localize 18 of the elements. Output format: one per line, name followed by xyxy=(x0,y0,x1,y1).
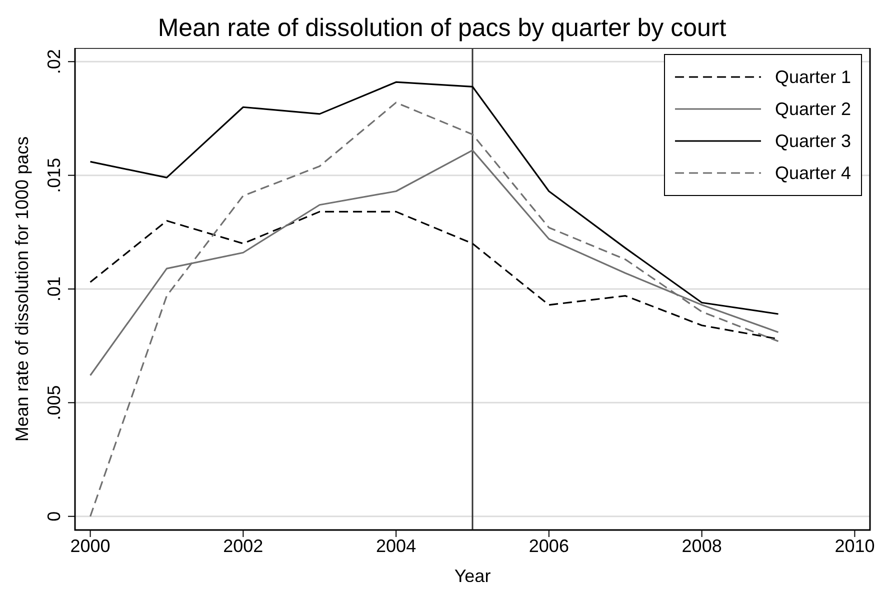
x-tick-label: 2006 xyxy=(528,536,569,556)
y-tick-label: .005 xyxy=(44,385,64,420)
y-axis-title: Mean rate of dissolution for 1000 pacs xyxy=(12,136,32,442)
y-tick-label: .02 xyxy=(44,49,64,74)
legend-label: Quarter 4 xyxy=(774,162,851,184)
x-tick-label: 2004 xyxy=(376,536,416,556)
chart-title: Mean rate of dissolution of pacs by quarter by court xyxy=(156,13,728,44)
legend-label: Quarter 1 xyxy=(774,66,851,88)
legend-label: Quarter 2 xyxy=(774,98,851,120)
y-tick-label: .01 xyxy=(44,276,64,302)
x-axis-title: Year xyxy=(454,566,491,586)
x-tick-label: 2010 xyxy=(834,536,875,556)
x-tick-label: 2000 xyxy=(70,536,110,556)
y-tick-label: 0 xyxy=(44,511,64,522)
legend-label: Quarter 3 xyxy=(774,130,851,152)
x-tick-label: 2008 xyxy=(682,536,722,556)
x-tick-label: 2002 xyxy=(223,536,264,556)
y-tick-label: .015 xyxy=(44,158,64,193)
